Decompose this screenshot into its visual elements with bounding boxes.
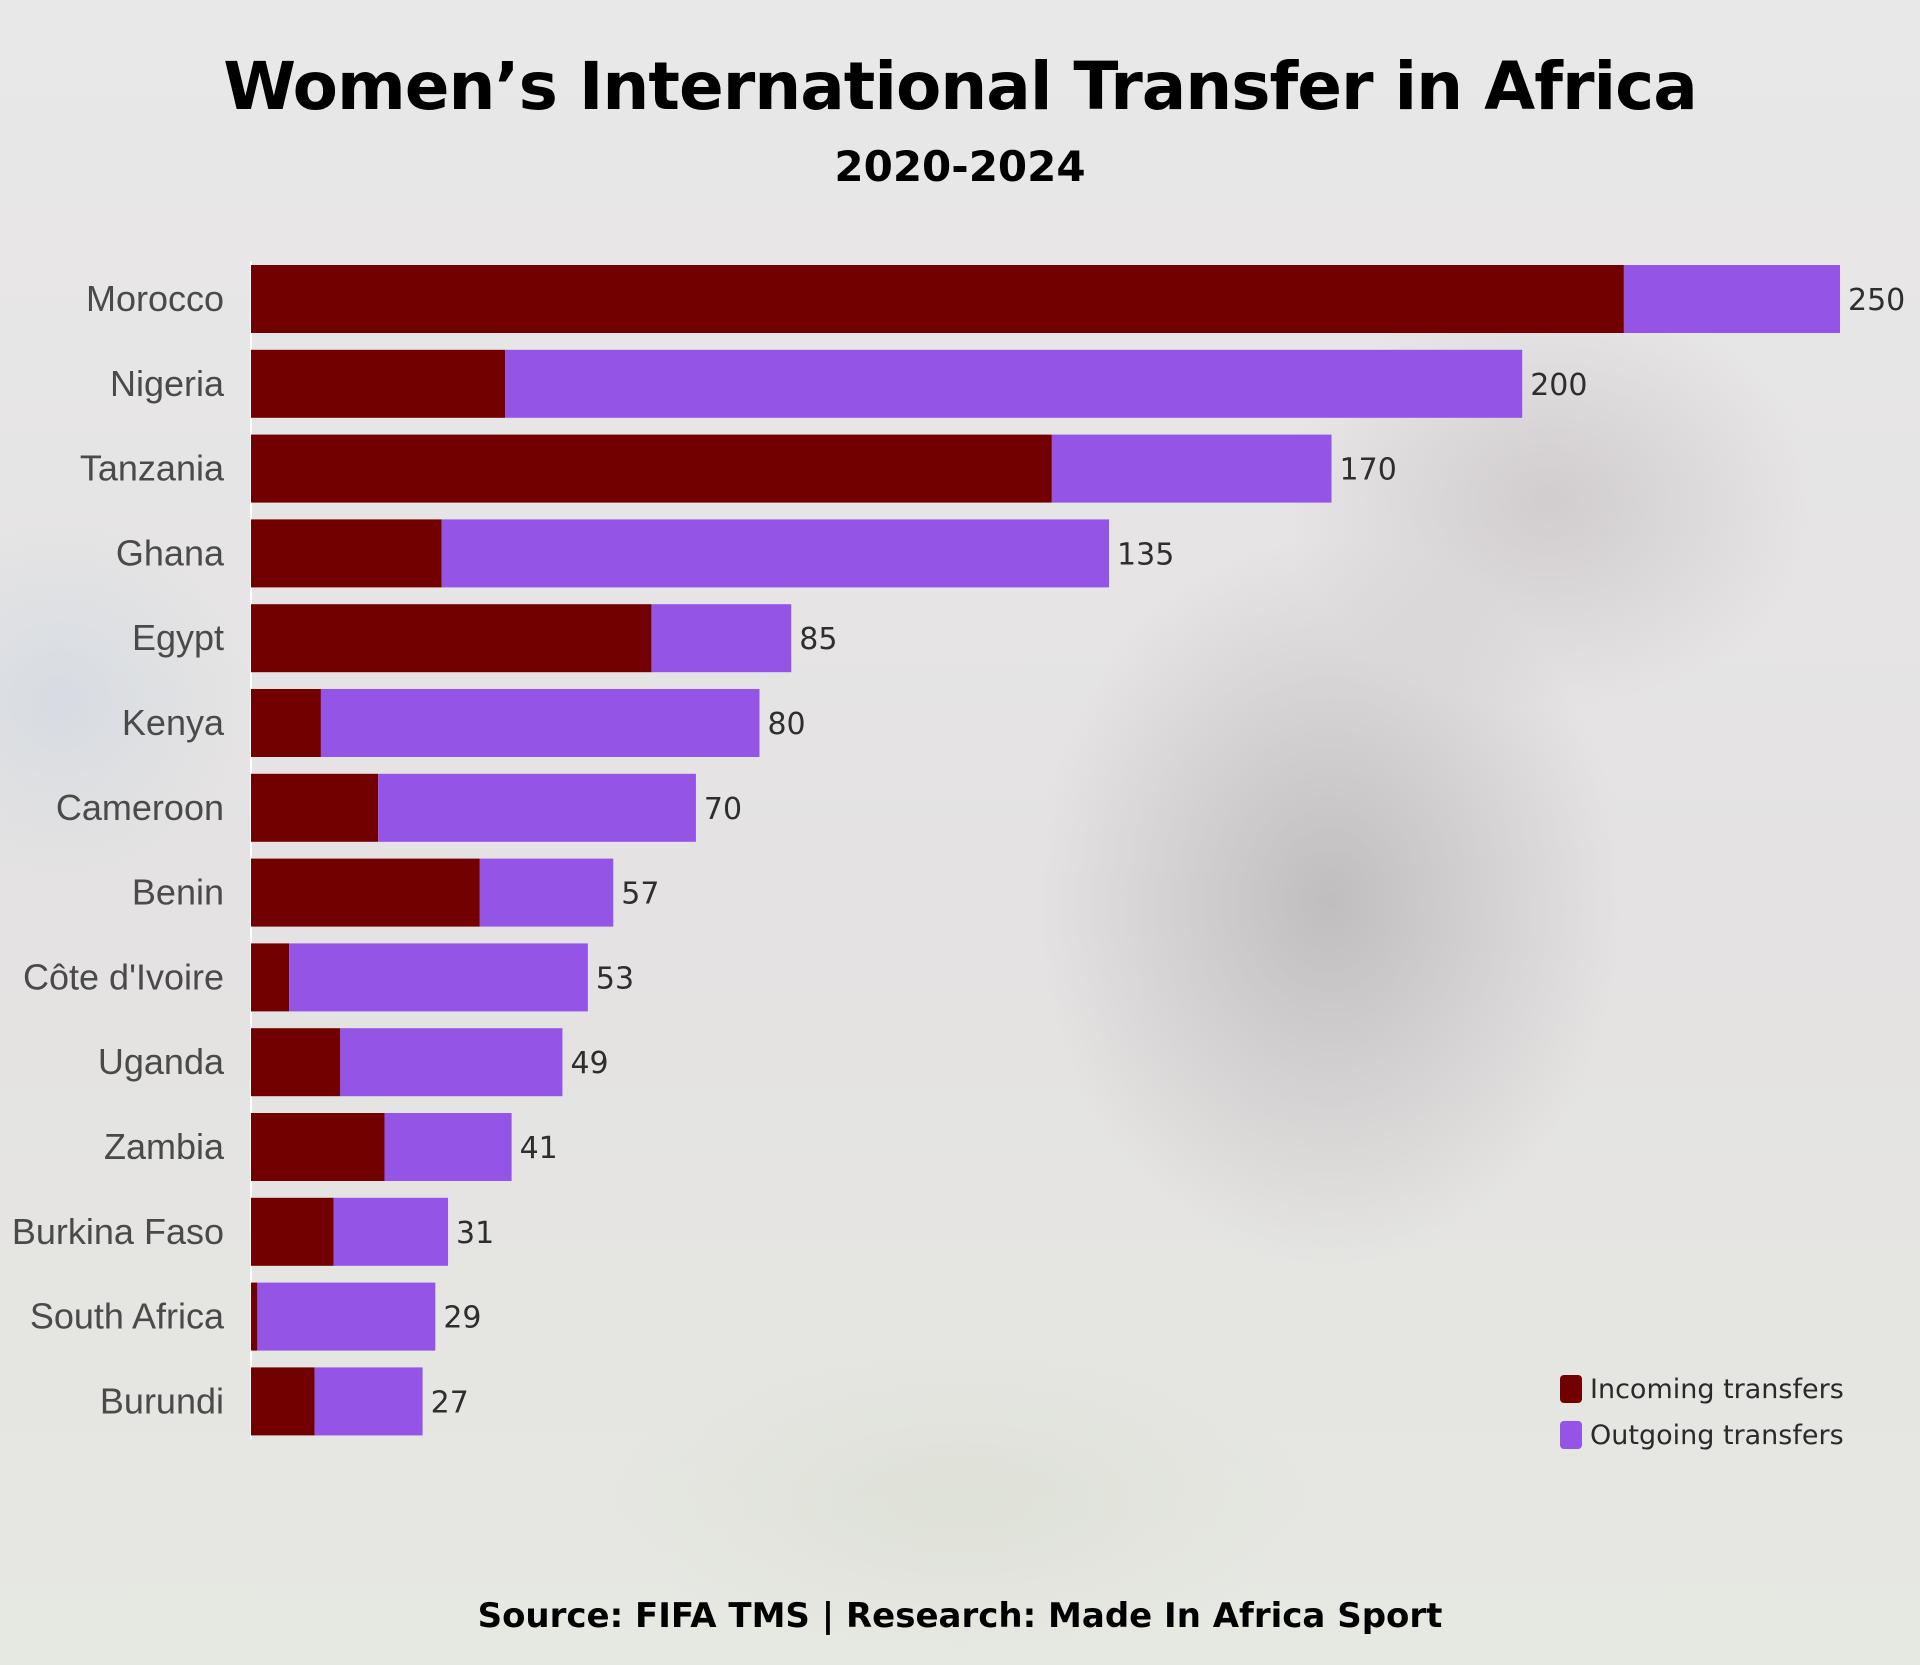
bar-outgoing-6 [378, 773, 696, 842]
category-label: Egypt [132, 617, 224, 658]
value-label: 200 [1530, 368, 1587, 403]
source-note: Source: FIFA TMS | Research: Made In Afr… [477, 1596, 1443, 1636]
value-label: 250 [1848, 283, 1905, 318]
bar-incoming-7 [251, 858, 480, 927]
bar-incoming-13 [251, 1367, 315, 1436]
bar-incoming-8 [251, 943, 290, 1012]
category-label: Ghana [116, 532, 225, 573]
legend-item-outgoing: Outgoing transfers [1560, 1412, 1844, 1458]
value-label: 41 [520, 1131, 558, 1166]
value-label: 80 [767, 707, 805, 742]
value-label: 27 [431, 1385, 469, 1420]
bar-incoming-2 [251, 434, 1052, 503]
value-label: 170 [1340, 453, 1397, 488]
bar-outgoing-8 [289, 943, 588, 1012]
value-label: 29 [443, 1301, 481, 1336]
chart-title: Women’s International Transfer in Africa [223, 48, 1698, 125]
bar-outgoing-11 [333, 1197, 449, 1266]
legend: Incoming transfers Outgoing transfers [1560, 1366, 1844, 1458]
bar-incoming-10 [251, 1113, 385, 1181]
value-label: 31 [456, 1216, 494, 1251]
category-label: Uganda [98, 1041, 225, 1082]
value-label: 57 [621, 877, 659, 912]
category-label: Morocco [86, 278, 224, 319]
category-label: Zambia [104, 1126, 225, 1167]
bar-incoming-9 [251, 1028, 340, 1097]
bar-outgoing-1 [505, 349, 1523, 418]
legend-label-incoming: Incoming transfers [1590, 1373, 1844, 1405]
bar-outgoing-13 [314, 1367, 423, 1436]
bar-outgoing-7 [479, 858, 614, 927]
value-label: 49 [570, 1046, 608, 1081]
bar-outgoing-5 [320, 689, 760, 757]
category-label: Kenya [122, 702, 225, 743]
category-label: Nigeria [110, 363, 225, 404]
bar-outgoing-9 [339, 1028, 563, 1097]
bar-incoming-6 [251, 773, 379, 842]
bar-outgoing-0 [1623, 265, 1840, 333]
bar-incoming-3 [251, 519, 442, 588]
value-label: 70 [704, 792, 742, 827]
category-label: Cameroon [56, 787, 224, 828]
value-label: 135 [1117, 537, 1174, 572]
bar-incoming-11 [251, 1197, 334, 1266]
legend-swatch-incoming [1560, 1375, 1582, 1403]
category-label: South Africa [30, 1296, 225, 1337]
legend-label-outgoing: Outgoing transfers [1590, 1419, 1844, 1451]
category-label: Burkina Faso [12, 1211, 224, 1252]
bar-outgoing-3 [441, 519, 1110, 588]
value-label: 53 [596, 961, 634, 996]
legend-swatch-outgoing [1560, 1421, 1582, 1449]
bar-outgoing-10 [384, 1113, 512, 1181]
bar-outgoing-2 [1051, 434, 1332, 503]
bar-incoming-4 [251, 604, 652, 673]
category-label: Tanzania [80, 448, 225, 489]
chart-subtitle: 2020-2024 [834, 142, 1086, 191]
category-label: Côte d'Ivoire [23, 956, 224, 997]
bar-outgoing-12 [257, 1282, 436, 1351]
bar-incoming-0 [251, 265, 1624, 333]
category-label: Benin [132, 872, 224, 913]
bar-outgoing-4 [651, 604, 792, 673]
legend-item-incoming: Incoming transfers [1560, 1366, 1844, 1412]
bar-incoming-5 [251, 689, 321, 757]
bar-incoming-1 [251, 349, 506, 418]
value-label: 85 [799, 622, 837, 657]
category-label: Burundi [100, 1380, 224, 1421]
bar-incoming-12 [251, 1282, 258, 1351]
